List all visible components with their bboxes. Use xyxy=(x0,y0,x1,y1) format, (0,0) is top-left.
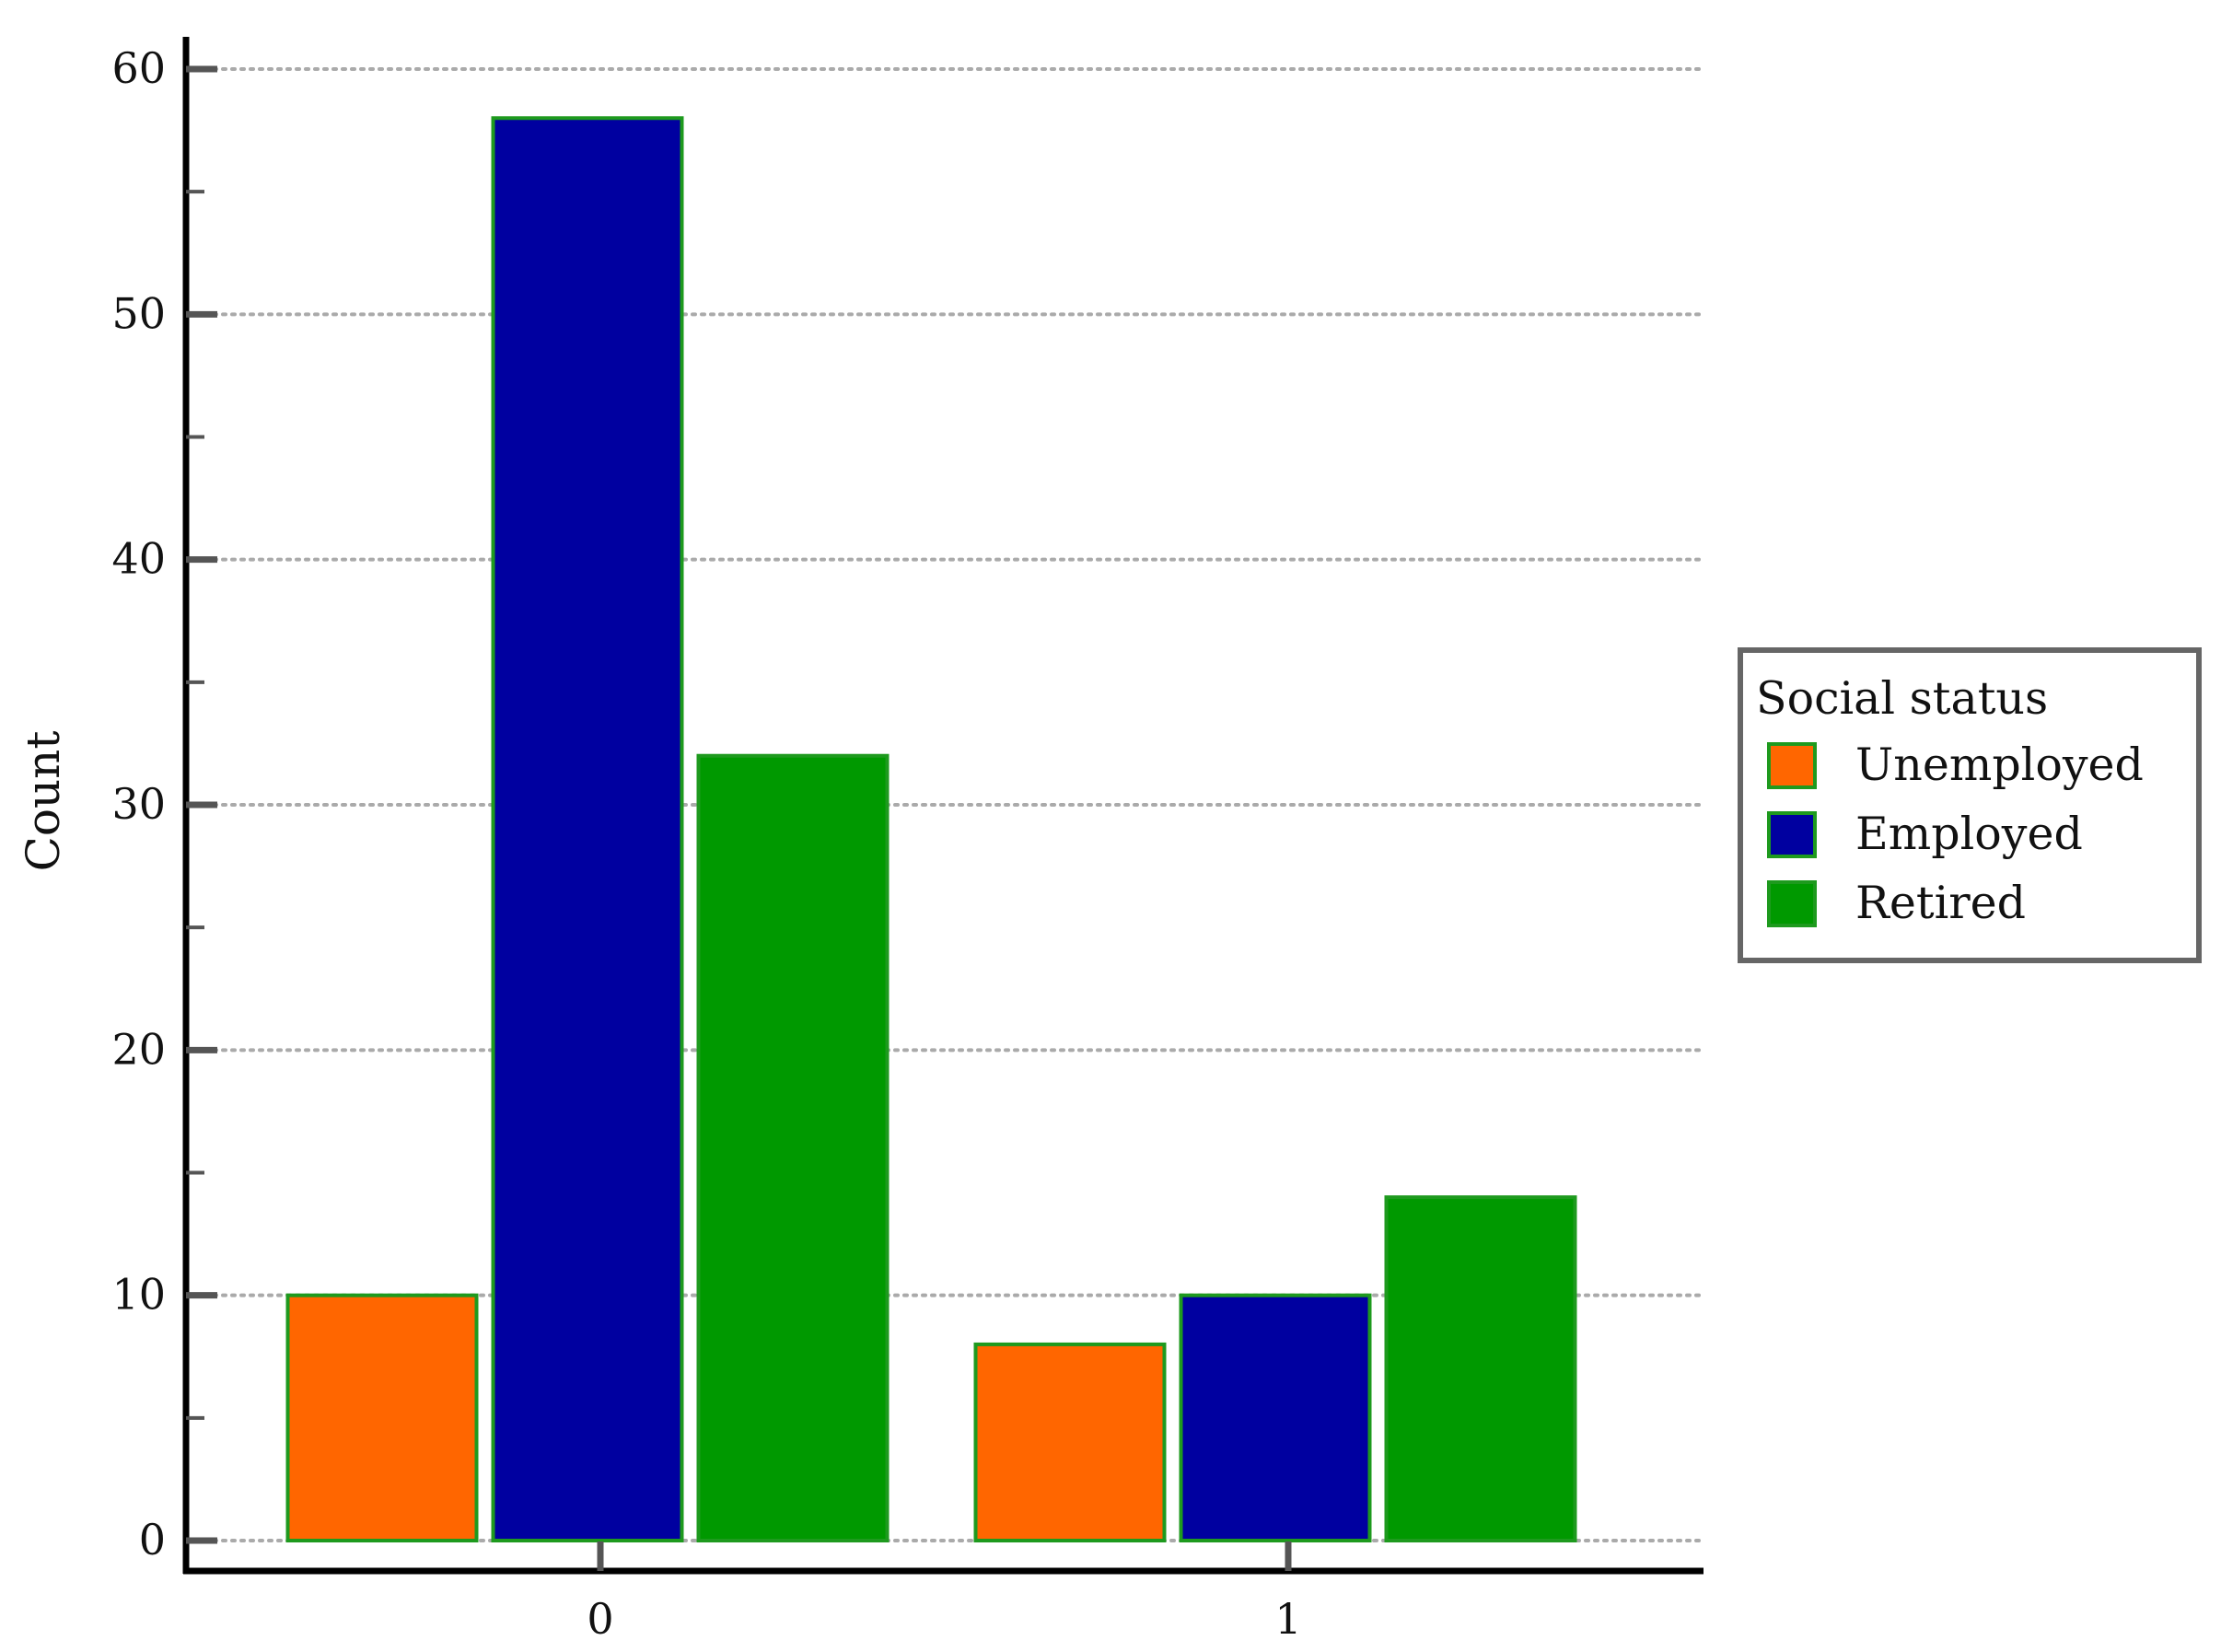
y-tick-label-10: 10 xyxy=(111,1270,166,1320)
legend-swatch-retired xyxy=(1767,880,1817,927)
ticks: 0 10 20 30 40 50 60 0 1 xyxy=(111,43,1301,1644)
legend-label-unemployed: Unemployed xyxy=(1855,739,2144,791)
bar-retired-1 xyxy=(1384,1195,1577,1542)
legend-label-retired: Retired xyxy=(1855,877,2026,929)
y-tick-label-20: 20 xyxy=(111,1024,166,1074)
legend-title: Social status xyxy=(1756,672,2048,725)
y-tick-label-30: 30 xyxy=(111,779,166,829)
x-tick-label-0: 0 xyxy=(587,1594,613,1644)
y-tick-label-40: 40 xyxy=(111,534,166,584)
x-tick-label-1: 1 xyxy=(1274,1594,1301,1644)
bar-retired-0 xyxy=(696,753,890,1542)
legend-swatch-unemployed xyxy=(1767,742,1817,789)
legend: Social status Unemployed Employed Retired xyxy=(1738,647,2202,963)
y-tick-label-60: 60 xyxy=(111,43,166,93)
legend-label-employed: Employed xyxy=(1855,808,2083,860)
y-tick-label-50: 50 xyxy=(111,288,166,338)
bar-employed-1 xyxy=(1179,1293,1372,1542)
bars xyxy=(285,116,1577,1543)
y-axis-title: Count xyxy=(17,731,70,872)
bar-unemployed-1 xyxy=(973,1342,1167,1543)
bar-unemployed-0 xyxy=(285,1293,479,1542)
y-tick-label-0: 0 xyxy=(139,1515,166,1565)
legend-items: Unemployed Employed Retired xyxy=(1767,739,2144,929)
legend-swatch-employed xyxy=(1767,811,1817,858)
bar-employed-0 xyxy=(491,116,684,1542)
